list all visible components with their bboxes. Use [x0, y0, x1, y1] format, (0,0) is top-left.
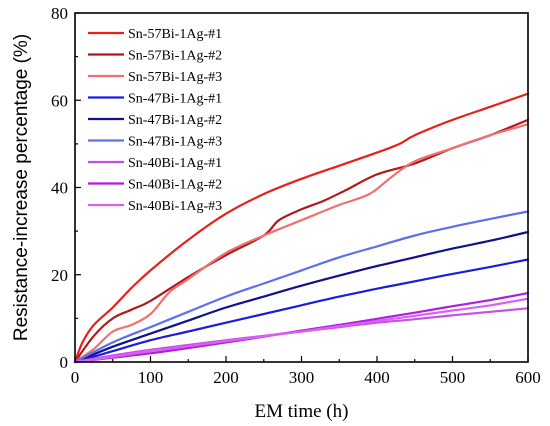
x-tick-label: 100 [138, 368, 164, 387]
x-axis-title: EM time (h) [255, 401, 349, 422]
y-tick-label: 40 [51, 179, 68, 198]
legend-label-5: Sn-47Bi-1Ag-#2 [128, 113, 222, 128]
series-line-1 [73, 92, 530, 364]
series-line-9 [73, 297, 530, 364]
x-tick-label: 600 [515, 368, 541, 387]
series-line-2 [73, 118, 530, 364]
series-line-6 [73, 210, 530, 364]
legend-label-6: Sn-47Bi-1Ag-#3 [128, 135, 222, 150]
legend-label-2: Sn-57Bi-1Ag-#2 [128, 49, 222, 64]
legend-label-8: Sn-40Bi-1Ag-#2 [128, 178, 222, 193]
y-tick-label: 0 [60, 353, 69, 372]
y-axis-title: Resistance-increase percentage (%) [11, 34, 32, 341]
series-line-3 [73, 123, 530, 364]
legend-label-3: Sn-57Bi-1Ag-#3 [128, 70, 222, 85]
series-layer [73, 92, 530, 364]
x-tick-label: 300 [289, 368, 315, 387]
series-line-4 [73, 258, 530, 364]
x-tick-label: 500 [440, 368, 466, 387]
series-line-5 [73, 230, 530, 364]
ticks-layer: 0 100 200 300 400 500 600 0 20 40 60 80 [51, 4, 541, 387]
legend-label-9: Sn-40Bi-1Ag-#3 [128, 199, 222, 214]
x-tick-label: 200 [213, 368, 239, 387]
y-tick-label: 80 [51, 4, 68, 23]
legend-label-4: Sn-47Bi-1Ag-#1 [128, 92, 222, 107]
x-tick-label: 400 [364, 368, 390, 387]
legend-label-7: Sn-40Bi-1Ag-#1 [128, 156, 222, 171]
y-tick-label: 60 [51, 91, 68, 110]
x-tick-label: 0 [71, 368, 80, 387]
y-tick-label: 20 [51, 266, 68, 285]
legend: Sn-57Bi-1Ag-#1 Sn-57Bi-1Ag-#2 Sn-57Bi-1Ag-… [88, 27, 222, 214]
legend-label-1: Sn-57Bi-1Ag-#1 [128, 27, 222, 42]
